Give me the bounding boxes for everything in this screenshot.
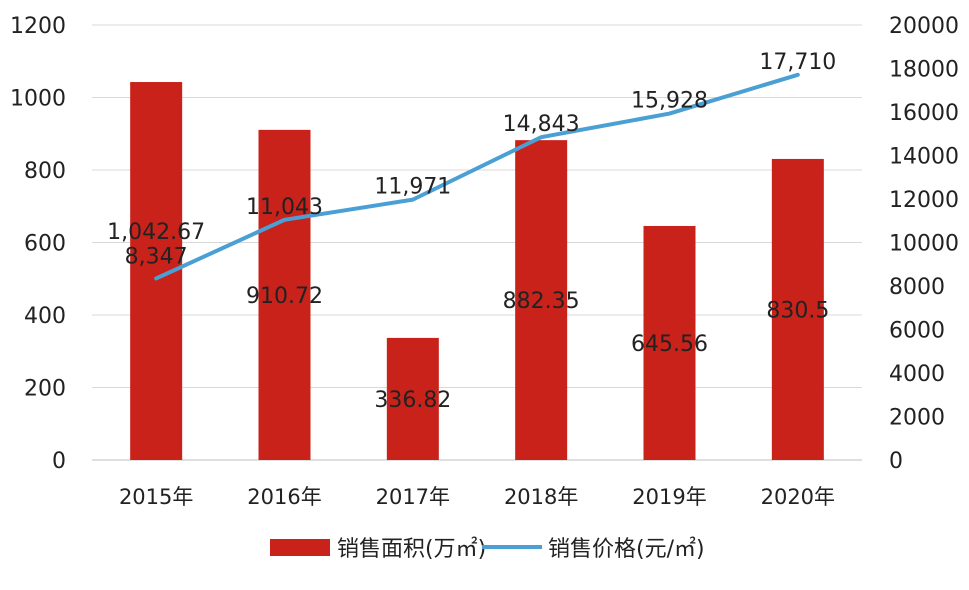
line-data-label: 15,928	[631, 89, 708, 114]
bar-series-sales-area	[130, 82, 824, 460]
left-tick-label: 600	[24, 232, 66, 257]
left-tick-label: 1200	[10, 14, 66, 39]
x-tick-label: 2018年	[504, 485, 578, 509]
legend-swatch-sales-area	[270, 539, 330, 556]
right-tick-label: 16000	[889, 101, 959, 126]
right-tick-label: 2000	[889, 406, 945, 431]
line-data-label: 17,710	[759, 50, 836, 75]
right-tick-label: 10000	[889, 232, 959, 257]
right-tick-label: 6000	[889, 319, 945, 344]
x-axis: 2015年 2016年 2017年 2018年 2019年 2020年	[119, 485, 835, 509]
line-data-label: 11,043	[246, 195, 323, 220]
right-tick-label: 12000	[889, 188, 959, 213]
line-data-label: 14,843	[503, 112, 580, 137]
x-tick-label: 2016年	[247, 485, 321, 509]
left-y-axis: 0 200 400 600 800 1000 1200	[10, 14, 66, 474]
x-tick-label: 2015年	[119, 485, 193, 509]
legend: 销售面积(万㎡) 销售价格(元/㎡)	[270, 536, 705, 562]
left-tick-label: 0	[52, 449, 66, 474]
bar-data-label: 645.56	[631, 332, 708, 357]
line-data-label: 11,971	[374, 175, 451, 200]
bar-data-label: 336.82	[374, 388, 451, 413]
right-y-axis: 0 2000 4000 6000 8000 10000 12000 14000 16000 180…	[889, 14, 959, 474]
left-tick-label: 200	[24, 377, 66, 402]
left-tick-label: 400	[24, 304, 66, 329]
right-tick-label: 4000	[889, 362, 945, 387]
right-tick-label: 0	[889, 449, 903, 474]
x-tick-label: 2020年	[761, 485, 835, 509]
bar-data-label: 830.5	[766, 298, 829, 323]
x-tick-label: 2019年	[632, 485, 706, 509]
bar-data-label: 910.72	[246, 284, 323, 309]
bar-data-label: 882.35	[503, 289, 580, 314]
right-tick-label: 14000	[889, 145, 959, 170]
right-tick-label: 20000	[889, 14, 959, 39]
legend-label-sales-area: 销售面积(万㎡)	[337, 536, 486, 562]
legend-label-sales-price: 销售价格(元/㎡)	[548, 536, 705, 562]
left-tick-label: 800	[24, 159, 66, 184]
left-tick-label: 1000	[10, 87, 66, 112]
x-tick-label: 2017年	[376, 485, 450, 509]
line-data-label: 8,347	[125, 244, 188, 269]
right-tick-label: 18000	[889, 58, 959, 83]
data-labels: 1,042.67 910.72 336.82 882.35 645.56 830.5 8,3…	[107, 50, 836, 413]
bar-data-label: 1,042.67	[107, 220, 205, 245]
right-tick-label: 8000	[889, 275, 945, 300]
